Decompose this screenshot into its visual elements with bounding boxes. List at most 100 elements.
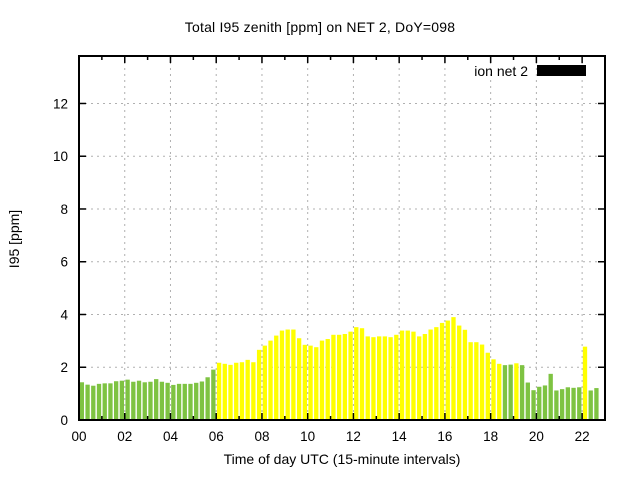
bar (342, 334, 348, 420)
bar (462, 329, 468, 420)
bar (131, 381, 136, 420)
bar (388, 337, 393, 420)
bar (182, 383, 187, 420)
bar (205, 377, 210, 420)
bar (474, 342, 479, 420)
bar (199, 381, 205, 420)
bar (228, 364, 233, 420)
legend-label: ion net 2 (474, 63, 528, 79)
bar (211, 369, 216, 420)
x-tick-label: 10 (300, 429, 315, 444)
bar (439, 322, 445, 420)
x-tick-label: 02 (117, 429, 132, 444)
bar (91, 385, 96, 420)
x-tick-label: 20 (529, 429, 544, 444)
bar (497, 363, 502, 420)
x-tick-label: 08 (254, 429, 269, 444)
y-axis-title: I95 [ppm] (6, 209, 22, 269)
bar (548, 373, 553, 420)
bar (136, 380, 142, 420)
bar (405, 330, 410, 420)
axis-layer (78, 55, 606, 421)
bar (245, 359, 250, 420)
bar (85, 384, 90, 420)
y-tick-label: 8 (60, 202, 68, 217)
bar (125, 379, 130, 420)
bar (194, 382, 199, 420)
bar (582, 346, 588, 420)
bar (285, 329, 290, 420)
bar (79, 382, 85, 420)
bar (365, 336, 370, 420)
bar (377, 336, 382, 420)
x-tick-label: 12 (346, 429, 361, 444)
bar (519, 365, 525, 420)
bar (108, 383, 113, 420)
bar (479, 344, 485, 420)
bar (371, 337, 376, 420)
bar (417, 336, 422, 420)
bar (434, 327, 439, 420)
y-tick-label: 0 (60, 413, 68, 428)
grid-layer (79, 56, 605, 420)
bar (216, 362, 222, 420)
bar (559, 389, 565, 420)
bar (176, 383, 182, 420)
x-tick-label: 22 (575, 429, 590, 444)
bar (296, 338, 302, 420)
bar (594, 388, 599, 420)
plot-border (78, 55, 606, 421)
bar (159, 381, 165, 420)
bar (154, 379, 159, 420)
bar (491, 359, 496, 420)
y-tick-label: 2 (60, 360, 68, 375)
bar (451, 317, 456, 420)
bar (502, 365, 508, 420)
bar (445, 320, 450, 420)
bar (336, 334, 342, 420)
bar (542, 385, 548, 420)
bar (354, 327, 359, 420)
bar (222, 363, 227, 420)
bar (291, 329, 296, 420)
bar (96, 383, 102, 420)
y-tick-label: 12 (53, 96, 68, 111)
bar (508, 364, 513, 420)
bar (359, 328, 365, 420)
y-tick-label: 10 (53, 149, 68, 164)
legend: ion net 2 (474, 63, 586, 79)
bar (577, 387, 582, 420)
y-tick-label: 6 (60, 255, 68, 270)
bar (331, 334, 336, 420)
bar (457, 325, 462, 420)
bar (588, 390, 593, 420)
bar (256, 349, 262, 420)
bar (422, 334, 428, 420)
bar (319, 340, 325, 420)
chart-title: Total I95 zenith [ppm] on NET 2, DoY=098 (184, 19, 456, 35)
bar (537, 386, 542, 420)
bar (382, 336, 388, 420)
bar (148, 381, 153, 420)
bar (325, 339, 330, 420)
bar (171, 384, 176, 420)
bar (348, 331, 353, 420)
bar (102, 383, 107, 420)
x-tick-label: 04 (163, 429, 179, 444)
bar (399, 330, 405, 420)
bar (571, 387, 576, 420)
x-tick-label: 06 (209, 429, 224, 444)
bar (262, 345, 267, 420)
bar (314, 347, 319, 420)
bar (468, 342, 473, 420)
bar (531, 390, 536, 420)
bar (234, 362, 239, 420)
bar (302, 344, 307, 420)
bar (485, 352, 490, 420)
bar (251, 362, 256, 420)
bar (514, 363, 519, 420)
x-tick-label: 16 (437, 429, 452, 444)
bar (308, 345, 313, 420)
